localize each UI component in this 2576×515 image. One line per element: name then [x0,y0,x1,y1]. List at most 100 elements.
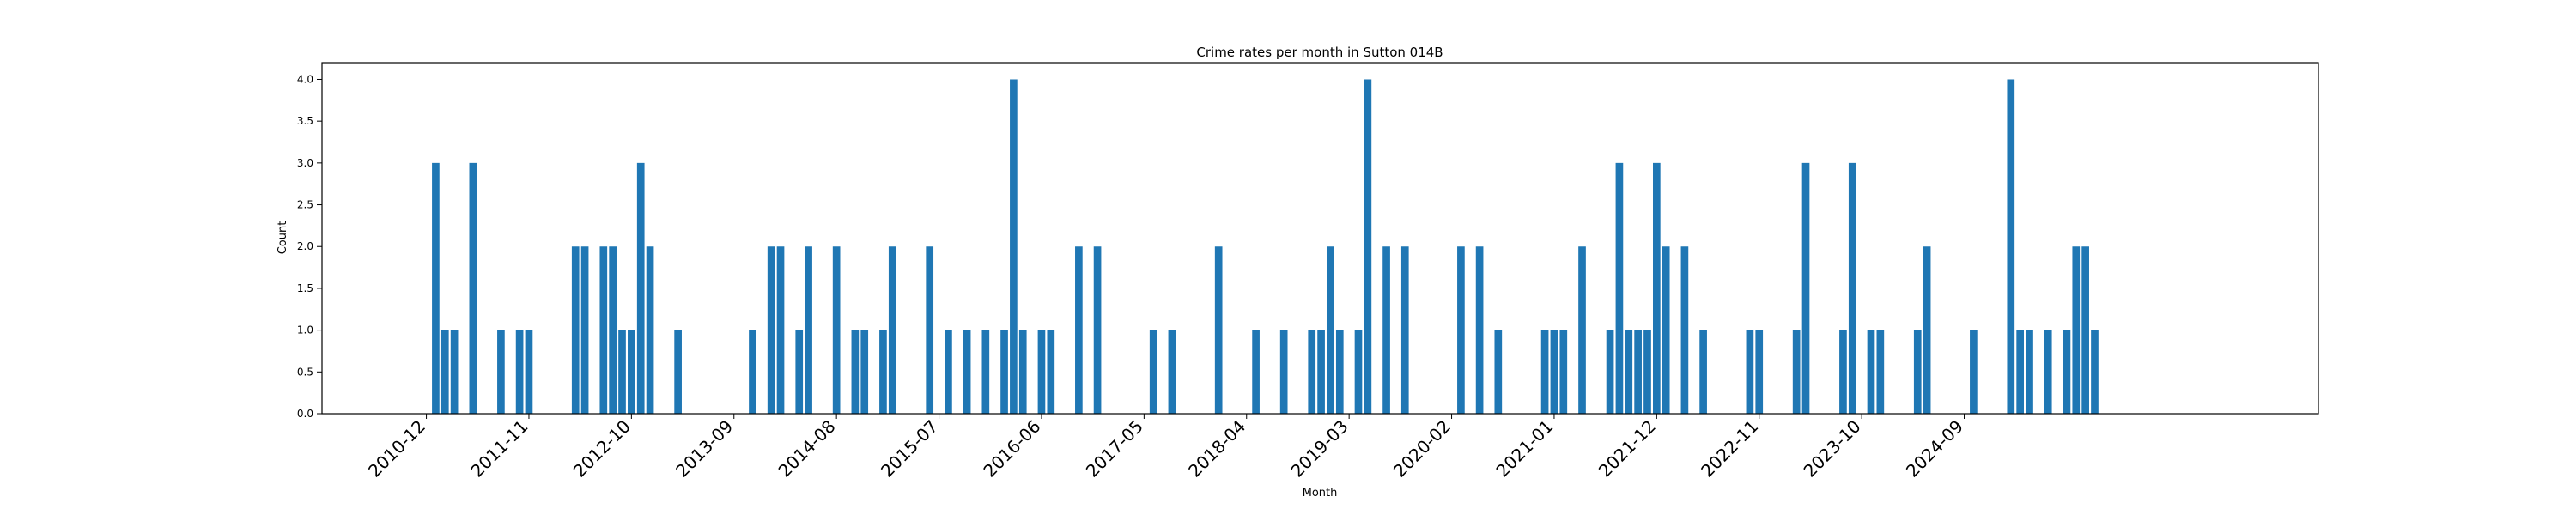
y-tick-label: 2.0 [297,240,313,252]
bar [515,330,524,414]
bar [1382,246,1390,414]
bar [1214,246,1223,414]
bar [1149,330,1157,414]
bar [1047,330,1055,414]
bar [432,162,440,415]
bar [609,246,617,414]
bar [1653,162,1661,415]
x-tick-label: 2012-10 [569,416,635,482]
x-tick-label: 2024-09 [1902,416,1967,482]
bar [1317,330,1325,414]
bar [2063,330,2071,414]
bar [1550,330,1558,414]
bar [1662,246,1670,414]
y-tick-label: 3.5 [297,115,313,127]
bar [1625,330,1633,414]
bar [1559,330,1568,414]
bar [981,330,990,414]
bar [571,246,580,414]
y-tick-label: 0.5 [297,366,313,378]
x-tick-label: 2011-11 [466,416,532,482]
bar [618,330,626,414]
bar [1279,330,1288,414]
bar [1606,330,1614,414]
bar [1839,330,1847,414]
bar [1075,246,1083,414]
chart-title: Crime rates per month in Sutton 014B [1196,45,1443,60]
bar [674,330,682,414]
bar [832,246,841,414]
bar [1457,246,1465,414]
x-tick-label: 2021-12 [1595,416,1660,482]
bar-series [432,79,2099,415]
bar [1746,330,1754,414]
bar [1755,330,1764,414]
bar [2072,246,2081,414]
bar [2091,330,2099,414]
bar [1308,330,1316,414]
bar [1494,330,1503,414]
bar [497,330,505,414]
bar [1168,330,1176,414]
y-axis-label: Count [276,221,289,255]
bar [1252,330,1260,414]
y-tick-label: 1.0 [297,324,313,336]
bar [1000,330,1008,414]
y-tick-label: 1.5 [297,282,313,294]
y-axis: 0.0 0.5 1.0 1.5 2.0 2.5 3.0 3.5 4.0 [297,73,322,420]
bar [636,162,645,415]
bar [1615,162,1624,415]
bar [440,330,449,414]
y-tick-label: 3.0 [297,157,313,169]
bar [795,330,804,414]
bar [580,246,589,414]
bar [851,330,860,414]
bar [1913,330,1922,414]
bar [2026,330,2033,414]
bar [1848,162,1856,415]
bar [1540,330,1549,414]
bar [767,246,775,414]
bar [525,330,533,414]
bar [1354,330,1363,414]
bar [1970,330,1978,414]
bar [450,330,459,414]
x-tick-label: 2015-07 [877,416,942,482]
bar [2007,79,2015,414]
bar [1578,246,1586,414]
bar [1037,330,1046,414]
x-tick-label: 2021-01 [1492,416,1557,482]
x-tick-label: 2010-12 [364,416,429,482]
bar [945,330,952,414]
bar [1876,330,1885,414]
bar [1327,246,1334,414]
x-axis: 2010-12 2011-11 2012-10 2013-09 2014-08 2015-… [364,414,1967,482]
bar [1093,246,1102,414]
bar [1923,246,1931,414]
bar [1792,330,1801,414]
x-tick-label: 2020-02 [1389,416,1455,482]
bar [646,246,654,414]
bar [879,330,887,414]
bar [1699,330,1707,414]
x-tick-label: 2017-05 [1082,416,1147,482]
x-tick-label: 2016-06 [979,416,1044,482]
bar [963,330,971,414]
bar [599,246,608,414]
x-tick-label: 2023-10 [1800,416,1865,482]
plot-frame [321,62,2319,415]
y-tick-label: 0.0 [297,408,313,420]
bar [628,330,635,414]
bar [1335,330,1344,414]
x-tick-label: 2013-09 [671,416,737,482]
x-tick-label: 2019-03 [1287,416,1352,482]
bar [860,330,869,414]
bar [1634,330,1642,414]
bar [469,162,477,415]
bar [2044,330,2052,414]
x-axis-label: Month [1303,487,1338,500]
bar [926,246,934,414]
bar [888,246,896,414]
bar [1364,79,1372,414]
